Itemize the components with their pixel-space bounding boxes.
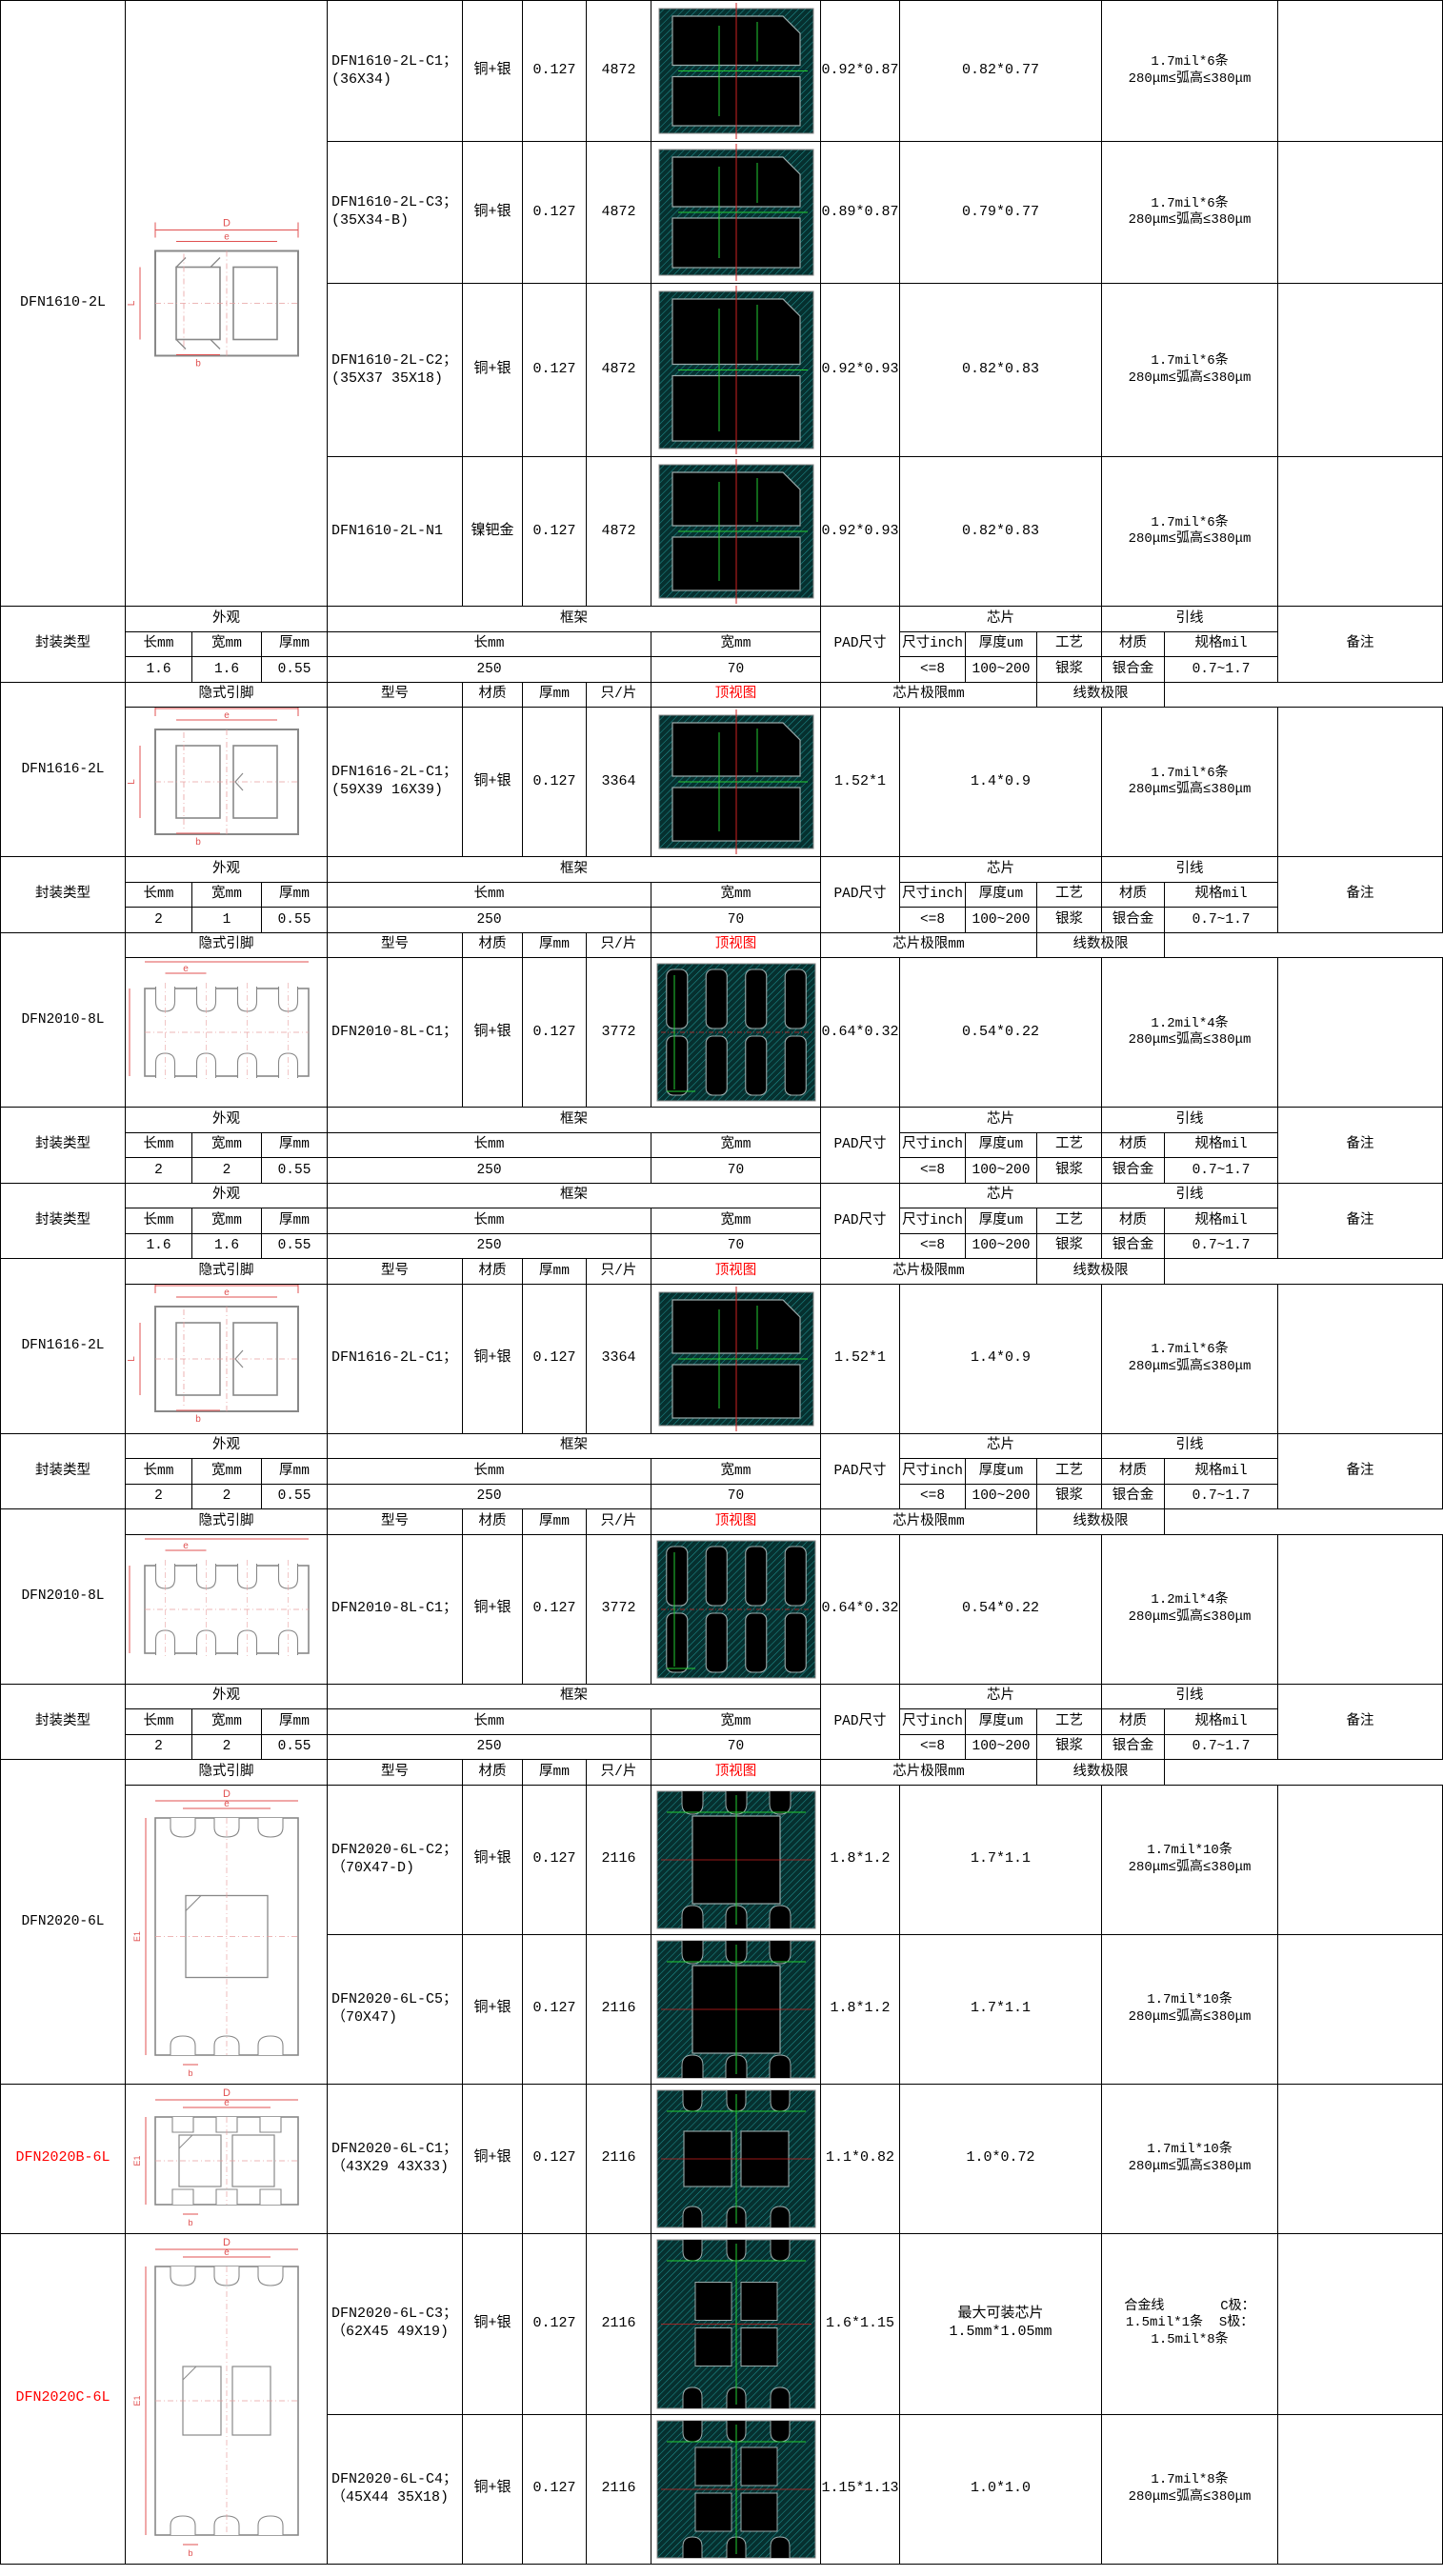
svg-text:E1: E1 (132, 1930, 142, 1941)
svg-text:b: b (188, 2548, 192, 2558)
svg-text:L: L (126, 1606, 127, 1611)
svg-text:b: b (195, 1414, 201, 1425)
svg-text:e: e (183, 1541, 189, 1551)
svg-text:L: L (127, 1355, 137, 1361)
svg-text:e: e (224, 1288, 230, 1298)
svg-text:e: e (224, 710, 230, 721)
svg-text:b: b (188, 2068, 192, 2078)
svg-text:L: L (127, 300, 137, 306)
svg-text:e: e (224, 232, 230, 243)
svg-text:e: e (224, 1799, 230, 1809)
svg-text:e: e (183, 964, 189, 974)
svg-text:e: e (224, 2247, 230, 2258)
svg-text:b: b (195, 359, 201, 369)
svg-text:e: e (224, 2098, 230, 2108)
svg-text:E1: E1 (132, 2155, 142, 2166)
svg-text:D: D (223, 958, 230, 961)
svg-text:D: D (223, 1535, 230, 1538)
svg-text:b: b (195, 837, 201, 848)
svg-text:D: D (223, 218, 230, 230)
svg-text:L: L (127, 779, 137, 785)
svg-text:b: b (188, 2218, 192, 2227)
svg-text:E1: E1 (132, 2395, 142, 2406)
svg-text:L: L (126, 1029, 127, 1035)
